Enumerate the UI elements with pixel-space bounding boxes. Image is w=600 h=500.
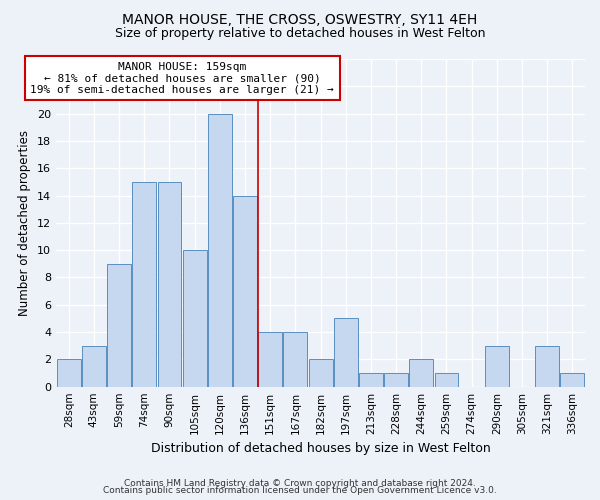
- Bar: [133, 182, 156, 386]
- Bar: [283, 332, 307, 386]
- Bar: [485, 346, 509, 387]
- Bar: [183, 250, 206, 386]
- Bar: [308, 360, 332, 386]
- Text: Size of property relative to detached houses in West Felton: Size of property relative to detached ho…: [115, 28, 485, 40]
- Bar: [434, 373, 458, 386]
- Bar: [158, 182, 181, 386]
- Bar: [208, 114, 232, 386]
- Bar: [560, 373, 584, 386]
- Bar: [535, 346, 559, 387]
- Text: MANOR HOUSE, THE CROSS, OSWESTRY, SY11 4EH: MANOR HOUSE, THE CROSS, OSWESTRY, SY11 4…: [122, 12, 478, 26]
- Text: Contains public sector information licensed under the Open Government Licence v3: Contains public sector information licen…: [103, 486, 497, 495]
- Bar: [359, 373, 383, 386]
- Text: Contains HM Land Registry data © Crown copyright and database right 2024.: Contains HM Land Registry data © Crown c…: [124, 478, 476, 488]
- Bar: [57, 360, 81, 386]
- Y-axis label: Number of detached properties: Number of detached properties: [19, 130, 31, 316]
- Bar: [258, 332, 282, 386]
- Bar: [334, 318, 358, 386]
- Text: MANOR HOUSE: 159sqm
← 81% of detached houses are smaller (90)
19% of semi-detach: MANOR HOUSE: 159sqm ← 81% of detached ho…: [30, 62, 334, 95]
- Bar: [82, 346, 106, 387]
- Bar: [384, 373, 408, 386]
- Bar: [409, 360, 433, 386]
- Bar: [107, 264, 131, 386]
- X-axis label: Distribution of detached houses by size in West Felton: Distribution of detached houses by size …: [151, 442, 490, 455]
- Bar: [233, 196, 257, 386]
